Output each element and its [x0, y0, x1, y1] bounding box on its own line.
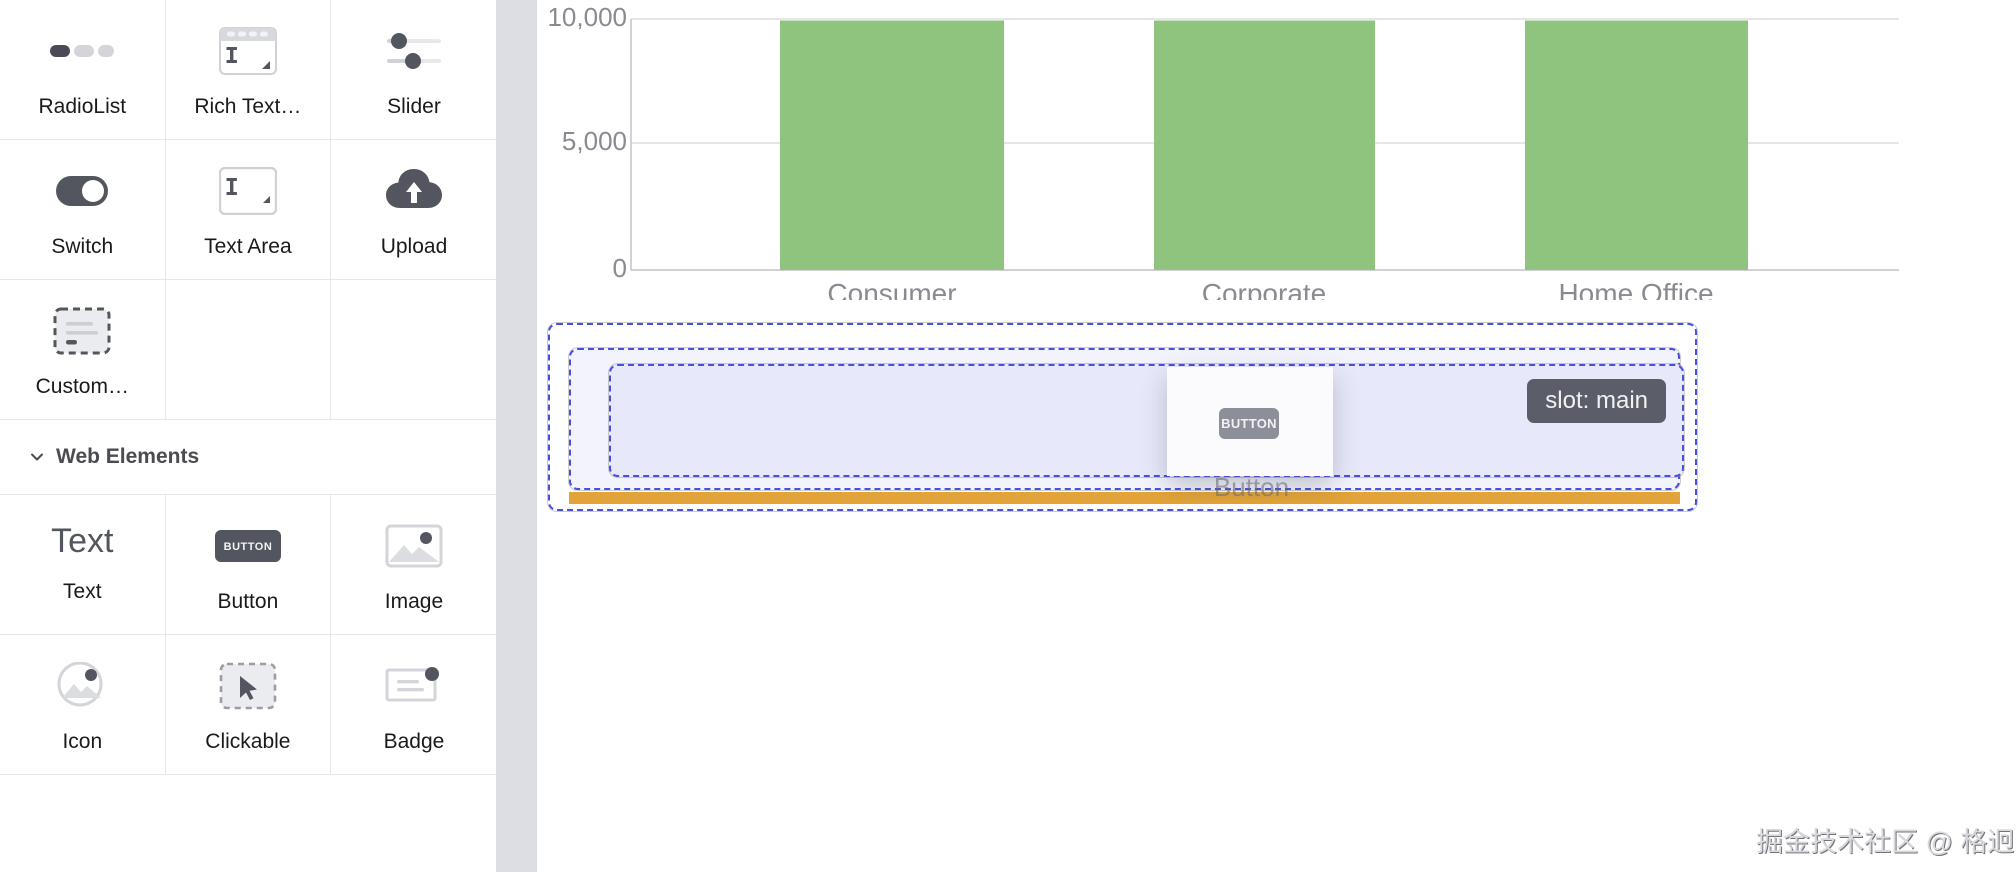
svg-text:Home Office: Home Office: [1558, 278, 1713, 300]
svg-text:5,000: 5,000: [562, 126, 627, 156]
svg-text:BUTTON: BUTTON: [224, 541, 273, 553]
svg-text:Corporate: Corporate: [1202, 278, 1327, 300]
svg-text:0: 0: [613, 253, 627, 283]
svg-text:Consumer: Consumer: [827, 278, 956, 300]
svg-text:10,000: 10,000: [547, 2, 627, 32]
